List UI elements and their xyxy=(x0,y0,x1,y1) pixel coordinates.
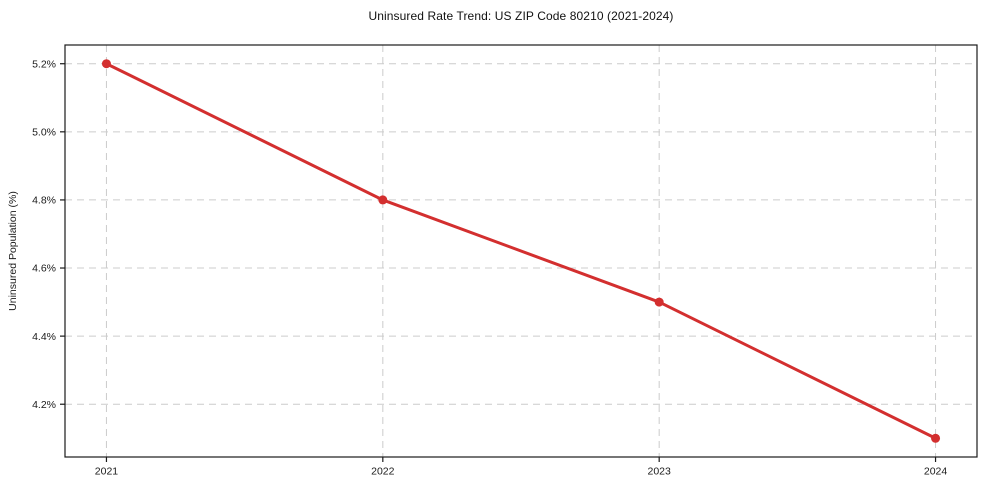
y-tick-label: 4.4% xyxy=(32,331,56,343)
y-tick-label: 5.2% xyxy=(32,58,56,70)
x-tick-label: 2021 xyxy=(95,466,119,478)
y-tick-label: 4.6% xyxy=(32,263,56,275)
plot-frame xyxy=(64,44,978,458)
data-point-marker xyxy=(101,59,111,69)
x-tick-label: 2022 xyxy=(371,466,395,478)
y-tick-label: 4.8% xyxy=(32,195,56,207)
chart-title: Uninsured Rate Trend: US ZIP Code 80210 … xyxy=(368,9,674,23)
data-point-marker xyxy=(378,195,388,205)
y-tick-label: 5.0% xyxy=(32,127,56,139)
y-tick-label: 4.2% xyxy=(32,399,56,411)
x-tick-label: 2023 xyxy=(648,466,672,478)
data-point-marker xyxy=(931,433,941,443)
trend-line xyxy=(104,62,938,440)
x-tick-label: 2024 xyxy=(924,466,948,478)
data-point-marker xyxy=(654,297,664,307)
